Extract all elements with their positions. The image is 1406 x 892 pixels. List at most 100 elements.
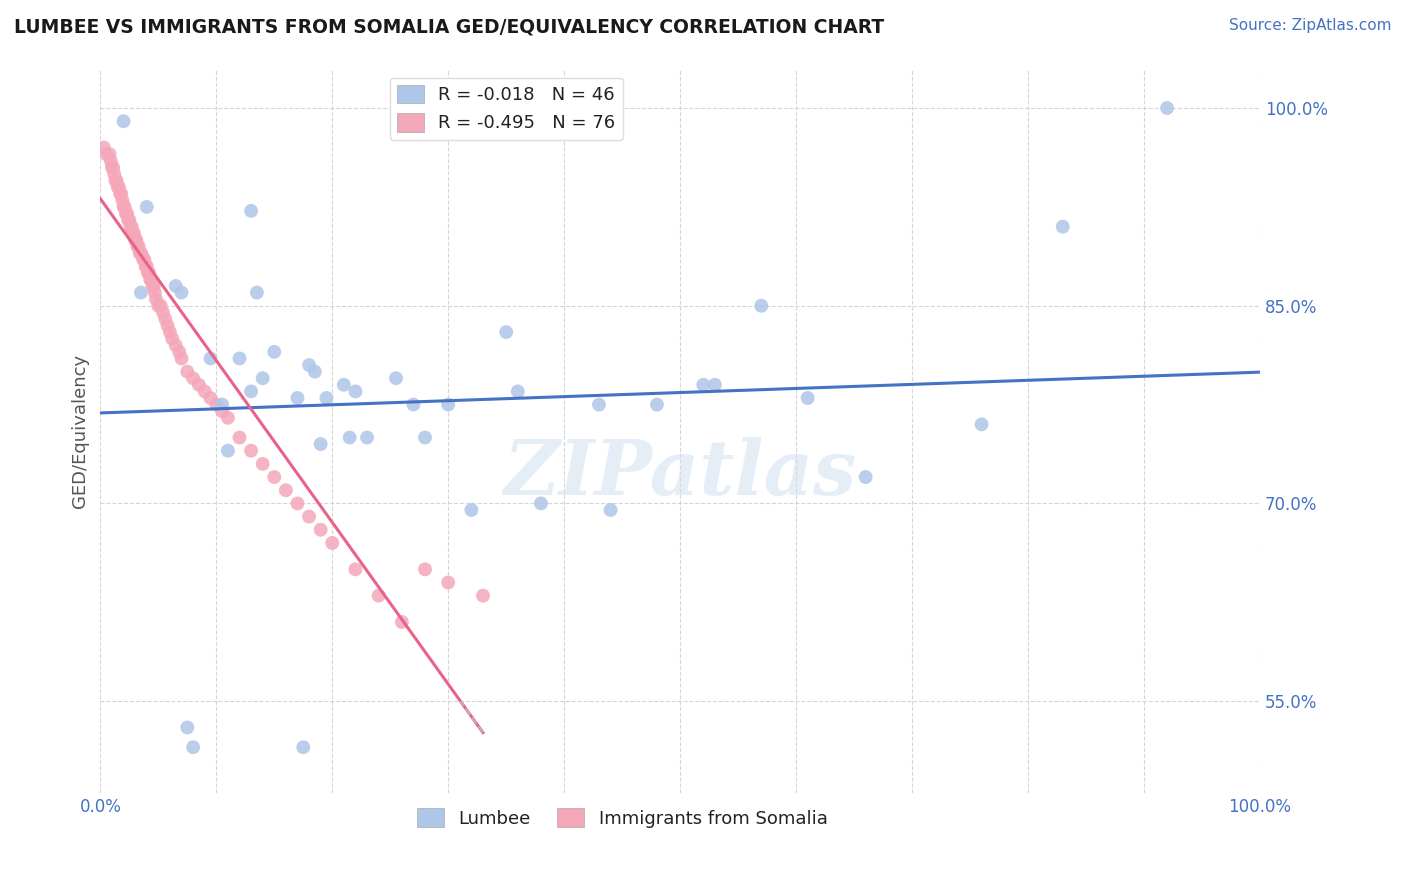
Point xyxy=(139,272,162,286)
Point xyxy=(155,312,177,326)
Point xyxy=(634,813,657,827)
Point xyxy=(129,246,152,260)
Point xyxy=(149,299,172,313)
Point xyxy=(599,503,621,517)
Point xyxy=(240,203,263,218)
Point xyxy=(1156,101,1178,115)
Point xyxy=(385,371,408,385)
Point xyxy=(460,503,482,517)
Point xyxy=(120,219,142,234)
Point xyxy=(94,147,117,161)
Point xyxy=(749,299,772,313)
Point xyxy=(129,285,152,300)
Point xyxy=(141,272,163,286)
Point xyxy=(211,398,233,412)
Point xyxy=(205,398,228,412)
Point xyxy=(367,589,389,603)
Point xyxy=(304,365,326,379)
Point xyxy=(413,430,436,444)
Point xyxy=(135,200,157,214)
Point xyxy=(108,186,131,201)
Text: Source: ZipAtlas.com: Source: ZipAtlas.com xyxy=(1229,18,1392,33)
Point xyxy=(588,398,610,412)
Point xyxy=(263,470,285,484)
Point xyxy=(263,344,285,359)
Point xyxy=(115,206,138,220)
Point xyxy=(181,740,204,755)
Legend: Lumbee, Immigrants from Somalia: Lumbee, Immigrants from Somalia xyxy=(409,801,835,835)
Point xyxy=(298,509,321,524)
Point xyxy=(152,305,174,319)
Point xyxy=(121,226,143,240)
Point xyxy=(93,140,115,154)
Point xyxy=(112,200,135,214)
Point xyxy=(402,398,425,412)
Point xyxy=(176,365,198,379)
Point xyxy=(111,194,134,208)
Point xyxy=(115,206,138,220)
Point xyxy=(143,285,166,300)
Point xyxy=(127,239,149,253)
Point xyxy=(134,252,156,267)
Point xyxy=(194,384,217,399)
Point xyxy=(855,470,877,484)
Point xyxy=(176,721,198,735)
Point xyxy=(530,496,553,510)
Point xyxy=(472,589,495,603)
Point xyxy=(165,338,187,352)
Point xyxy=(287,496,309,510)
Point xyxy=(309,523,332,537)
Point xyxy=(200,391,222,405)
Point xyxy=(437,575,460,590)
Point xyxy=(309,437,332,451)
Point xyxy=(344,562,367,576)
Point xyxy=(141,279,163,293)
Point xyxy=(117,213,139,227)
Text: ZIPatlas: ZIPatlas xyxy=(503,437,856,511)
Point xyxy=(145,292,167,306)
Point xyxy=(118,213,141,227)
Point xyxy=(692,377,714,392)
Point xyxy=(252,457,274,471)
Point xyxy=(356,430,378,444)
Point xyxy=(135,259,157,273)
Point xyxy=(132,252,155,267)
Point xyxy=(104,173,127,187)
Point xyxy=(170,285,193,300)
Point xyxy=(114,200,136,214)
Point xyxy=(228,351,250,366)
Point xyxy=(100,153,122,168)
Point xyxy=(162,332,184,346)
Point xyxy=(159,325,181,339)
Point xyxy=(391,615,413,629)
Point xyxy=(274,483,297,498)
Point xyxy=(1052,219,1074,234)
Point xyxy=(181,371,204,385)
Point xyxy=(128,246,150,260)
Point xyxy=(135,259,157,273)
Point xyxy=(240,443,263,458)
Point xyxy=(339,430,361,444)
Point xyxy=(246,285,269,300)
Point xyxy=(228,430,250,444)
Point xyxy=(187,377,209,392)
Point xyxy=(315,391,337,405)
Point xyxy=(645,398,668,412)
Point xyxy=(98,147,121,161)
Point xyxy=(321,536,343,550)
Point xyxy=(107,180,129,194)
Point xyxy=(333,377,356,392)
Point xyxy=(131,249,153,263)
Point xyxy=(121,219,143,234)
Point xyxy=(148,299,170,313)
Point xyxy=(124,233,146,247)
Point xyxy=(413,562,436,576)
Point xyxy=(217,443,239,458)
Point xyxy=(138,266,160,280)
Point xyxy=(970,417,993,432)
Point xyxy=(703,377,725,392)
Point xyxy=(298,358,321,372)
Point xyxy=(156,318,179,333)
Point xyxy=(292,740,315,755)
Y-axis label: GED/Equivalency: GED/Equivalency xyxy=(72,354,89,508)
